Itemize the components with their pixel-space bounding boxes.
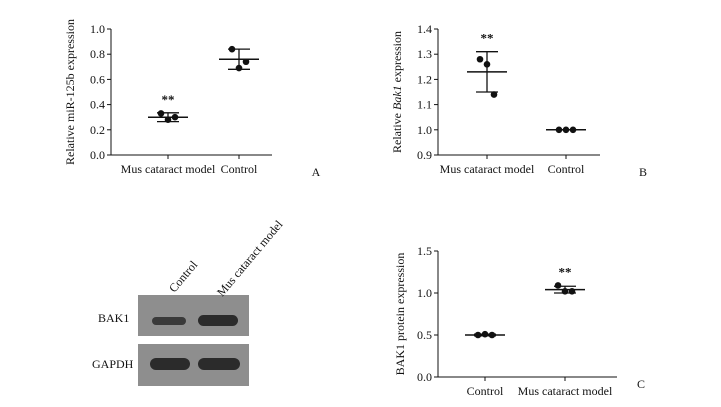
y-tick-label: 1.3 xyxy=(417,47,432,61)
x-category-label: Mus cataract model xyxy=(440,162,535,176)
y-tick-label: 0.4 xyxy=(90,98,105,112)
significance-marker: ** xyxy=(559,264,572,279)
data-point xyxy=(561,288,569,295)
y-tick-label: 1.2 xyxy=(417,72,432,86)
x-category-label: Control xyxy=(548,162,585,176)
y-axis-label: Relative miR-125b expression xyxy=(63,19,77,165)
y-axis-label: BAK1 protein expression xyxy=(393,253,407,376)
significance-marker: ** xyxy=(162,92,175,107)
data-point xyxy=(171,113,179,121)
y-tick-label: 0.0 xyxy=(90,148,105,162)
data-point xyxy=(474,331,482,339)
panel-letter: C xyxy=(637,377,645,391)
data-point xyxy=(568,288,576,295)
y-axis-label-part: expression xyxy=(390,31,404,85)
data-point xyxy=(228,45,236,53)
data-point xyxy=(481,330,489,338)
data-point xyxy=(555,126,563,134)
blot-band-gapdh-model xyxy=(198,358,240,370)
blot-band-bak1-control xyxy=(152,317,186,325)
y-tick-label: 1.0 xyxy=(417,286,432,300)
data-point xyxy=(157,110,165,117)
chart-panel-c: 0.0 0.5 1.0 1.5 BAK1 protein expression Contr… xyxy=(393,244,645,398)
x-category-label: Control xyxy=(221,162,258,176)
y-tick-label: 0.2 xyxy=(90,123,105,137)
y-axis-label: Relative Bak1 expression xyxy=(390,31,404,153)
y-axis-label-part: Relative xyxy=(390,110,404,153)
data-point xyxy=(562,126,570,134)
blot-separator xyxy=(138,336,249,344)
y-tick-label: 0.8 xyxy=(90,47,105,61)
x-category-label: Control xyxy=(467,384,504,398)
x-category-label: Mus cataract model xyxy=(121,162,216,176)
chart-panel-b: 0.9 1.0 1.1 1.2 1.3 1.4 Relative Bak1 expressi… xyxy=(390,22,647,179)
y-tick-label: 1.4 xyxy=(417,22,432,36)
data-point xyxy=(242,58,250,66)
panel-letter: A xyxy=(312,165,321,179)
blot-row-label-bak1: BAK1 xyxy=(98,311,130,325)
chart-panel-a: 0.0 0.2 0.4 0.6 0.8 1.0 Relative miR-125b expr… xyxy=(63,19,321,179)
y-tick-label: 1.0 xyxy=(417,123,432,137)
y-tick-label: 0.6 xyxy=(90,72,105,86)
x-category-label: Mus cataract model xyxy=(518,384,613,398)
panel-letter: B xyxy=(639,165,647,179)
blot-band-bak1-model xyxy=(198,315,238,326)
y-tick-label: 0.0 xyxy=(417,370,432,384)
y-tick-label: 1.5 xyxy=(417,244,432,258)
y-tick-label: 1.1 xyxy=(417,98,432,112)
significance-marker: ** xyxy=(481,31,494,46)
data-point xyxy=(554,282,562,289)
western-blot xyxy=(138,295,249,386)
y-axis-label-part: Bak1 xyxy=(390,85,404,110)
blot-row-label-gapdh: GAPDH xyxy=(92,357,134,371)
data-point xyxy=(235,64,243,72)
y-tick-label: 0.5 xyxy=(417,328,432,342)
data-point xyxy=(488,331,496,339)
data-point xyxy=(490,91,498,98)
y-tick-label: 1.0 xyxy=(90,22,105,36)
blot-band-gapdh-control xyxy=(150,358,190,370)
y-tick-label: 0.9 xyxy=(417,148,432,162)
data-point xyxy=(476,55,484,63)
data-point xyxy=(164,116,172,124)
data-point xyxy=(569,126,577,134)
data-point xyxy=(483,60,491,68)
